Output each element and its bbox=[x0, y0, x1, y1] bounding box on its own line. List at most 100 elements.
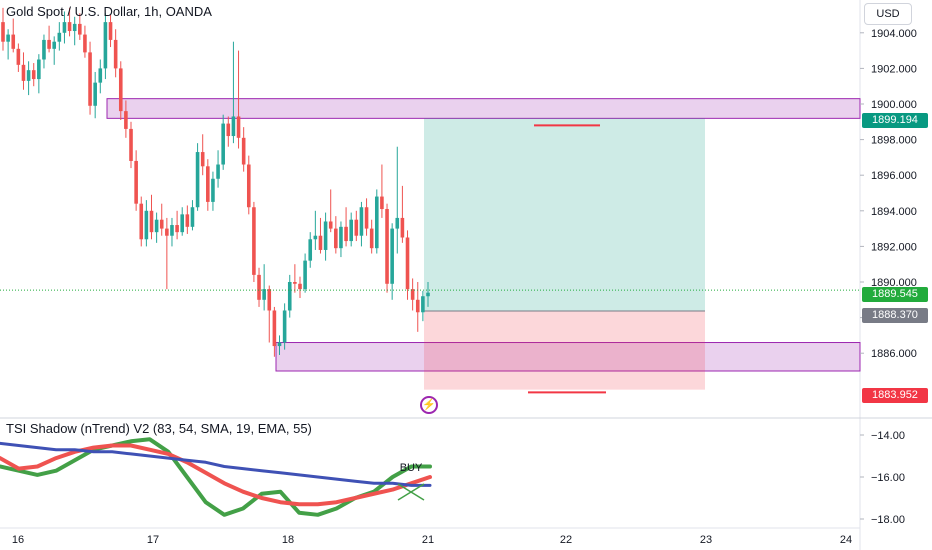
candle-body bbox=[334, 228, 338, 249]
trend-line bbox=[0, 441, 432, 487]
candle-body bbox=[26, 70, 31, 81]
candle bbox=[328, 189, 333, 233]
symbol-title[interactable]: Gold Spot / U.S. Dollar, 1h, OANDA bbox=[6, 4, 212, 19]
candle-body bbox=[134, 160, 138, 204]
candle-body bbox=[21, 64, 26, 81]
candle-body bbox=[395, 217, 400, 229]
candle-body bbox=[426, 292, 430, 297]
candle bbox=[93, 71, 97, 119]
candle-body bbox=[124, 111, 128, 129]
candle bbox=[83, 25, 87, 58]
candle bbox=[364, 198, 369, 236]
stop-area bbox=[424, 311, 705, 390]
candle-body bbox=[221, 123, 225, 165]
candle-body bbox=[374, 196, 379, 249]
candle-body bbox=[231, 116, 236, 137]
candle bbox=[354, 210, 359, 242]
candle-body bbox=[195, 152, 200, 208]
indicator-tick-label: −18.00 bbox=[871, 514, 905, 526]
candle bbox=[277, 335, 282, 355]
candle-body bbox=[267, 289, 272, 311]
candle-body bbox=[344, 226, 348, 242]
candle-body bbox=[380, 196, 384, 210]
price-tick-label: 1886.000 bbox=[871, 348, 917, 360]
candle bbox=[380, 164, 384, 218]
candle-body bbox=[16, 48, 21, 65]
time-tick-label: 18 bbox=[282, 534, 294, 546]
candle-body bbox=[257, 274, 261, 300]
candle bbox=[241, 127, 246, 172]
indicator-tick-label: −16.00 bbox=[871, 472, 905, 484]
candle-body bbox=[144, 210, 149, 240]
candle-body bbox=[293, 282, 297, 284]
zones-layer bbox=[106, 98, 861, 394]
candle bbox=[170, 217, 174, 247]
candle-body bbox=[118, 68, 123, 112]
signal-line bbox=[0, 443, 432, 507]
lightning-icon[interactable]: ⚡ bbox=[420, 396, 438, 414]
price-tick-label: 1892.000 bbox=[871, 241, 917, 253]
candle-body bbox=[180, 214, 185, 233]
candle-body bbox=[318, 235, 323, 250]
candle bbox=[226, 116, 231, 147]
candle-body bbox=[103, 22, 108, 69]
candles-layer[interactable] bbox=[1, 7, 430, 357]
candle-body bbox=[282, 310, 287, 343]
candle bbox=[252, 201, 256, 282]
candle bbox=[415, 282, 420, 332]
candle-body bbox=[98, 68, 103, 83]
candle-body bbox=[57, 32, 62, 42]
candle bbox=[98, 59, 103, 94]
candle bbox=[421, 290, 425, 322]
candle-body bbox=[175, 225, 179, 233]
candle bbox=[31, 63, 36, 87]
candle-body bbox=[11, 34, 16, 49]
candle-body bbox=[67, 22, 72, 32]
candle bbox=[180, 207, 185, 236]
candle bbox=[11, 18, 16, 53]
candle bbox=[159, 203, 164, 236]
candle bbox=[334, 216, 338, 254]
candle-body bbox=[206, 166, 210, 202]
candle bbox=[426, 282, 430, 307]
indicator-layer: BUY bbox=[0, 437, 432, 517]
price-tick-label: 1898.000 bbox=[871, 135, 917, 147]
candle bbox=[108, 15, 113, 48]
candle bbox=[144, 200, 149, 247]
candle-body bbox=[211, 178, 215, 202]
candle bbox=[47, 25, 51, 53]
currency-selector[interactable]: USD bbox=[864, 3, 912, 25]
candle-body bbox=[405, 237, 410, 290]
candle-body bbox=[226, 123, 231, 137]
candle-body bbox=[308, 239, 313, 261]
price-tick-label: 1900.000 bbox=[871, 99, 917, 111]
candle-body bbox=[170, 225, 174, 236]
candle bbox=[395, 146, 400, 254]
candle bbox=[236, 50, 241, 149]
candle-body bbox=[6, 34, 10, 42]
candle bbox=[323, 212, 328, 261]
candle bbox=[16, 43, 21, 72]
candle bbox=[6, 29, 10, 60]
candle-body bbox=[88, 52, 92, 106]
candle bbox=[287, 274, 292, 318]
candle bbox=[52, 36, 57, 65]
candle bbox=[339, 221, 343, 258]
entry-price-tag: 1888.370 bbox=[862, 308, 928, 323]
candle-body bbox=[139, 203, 144, 240]
candle bbox=[124, 100, 128, 138]
candle-body bbox=[298, 283, 302, 290]
candle bbox=[118, 61, 123, 121]
candle-body bbox=[262, 289, 266, 300]
candle-body bbox=[37, 59, 41, 80]
candle-body bbox=[113, 39, 118, 69]
indicator-title[interactable]: TSI Shadow (nTrend) V2 (83, 54, SMA, 19,… bbox=[6, 421, 312, 436]
candle bbox=[313, 210, 318, 250]
candle-body bbox=[42, 39, 46, 60]
candle bbox=[344, 207, 348, 247]
candle-body bbox=[83, 34, 87, 53]
candle bbox=[165, 217, 169, 290]
candle-body bbox=[72, 23, 77, 32]
candle-body bbox=[313, 235, 318, 240]
